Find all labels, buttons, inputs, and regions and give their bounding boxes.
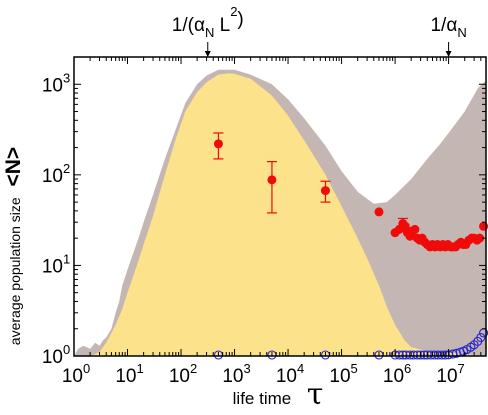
x-tick-label: 104 <box>276 361 304 387</box>
ticks-layer <box>73 56 487 357</box>
x-tick-label: 103 <box>222 361 250 387</box>
y-tick-label: 100 <box>42 342 70 368</box>
y-tick-label: 101 <box>42 251 70 277</box>
top-annotation: 1/αN <box>430 15 466 40</box>
blue-data-point <box>408 350 418 360</box>
x-tick-label: 107 <box>436 361 464 387</box>
x-tick-label: 102 <box>169 361 197 387</box>
x-tick-label: 101 <box>115 361 143 387</box>
y-tick-label: 103 <box>42 70 70 96</box>
blue-data-point <box>433 350 443 360</box>
blue-data-point <box>405 350 415 360</box>
bands-layer <box>74 69 486 357</box>
blue-data-point <box>412 350 422 360</box>
x-tick-label: 106 <box>383 361 411 387</box>
red-data-point <box>213 139 223 149</box>
blue-data-point <box>430 350 440 360</box>
y-axis-label: average population size <N> <box>2 147 25 345</box>
blue-data-point <box>476 332 486 343</box>
x-tick-label: 105 <box>329 361 357 387</box>
top-annotation: 1/(αN L2) <box>172 4 244 40</box>
yellow-band <box>74 73 486 357</box>
red-data-point <box>374 207 384 217</box>
annotation-arrowhead <box>445 51 452 57</box>
blue-data-point <box>398 350 408 360</box>
red-data-point <box>410 224 420 234</box>
points-layer <box>213 139 488 360</box>
red-data-point <box>267 175 277 185</box>
blue-data-point <box>416 350 426 360</box>
annotation-arrowhead <box>204 51 211 57</box>
red-data-point <box>475 233 485 243</box>
blue-data-point <box>422 350 432 360</box>
red-data-point <box>320 186 330 196</box>
x-tick-label: 100 <box>62 361 90 387</box>
labels-layer: 100 101 102 103 104 105 106 107100101102103life… <box>2 4 467 412</box>
x-axis-label: life time τ <box>233 377 324 412</box>
blue-data-point <box>401 350 411 360</box>
y-tick-label: 102 <box>42 161 70 187</box>
